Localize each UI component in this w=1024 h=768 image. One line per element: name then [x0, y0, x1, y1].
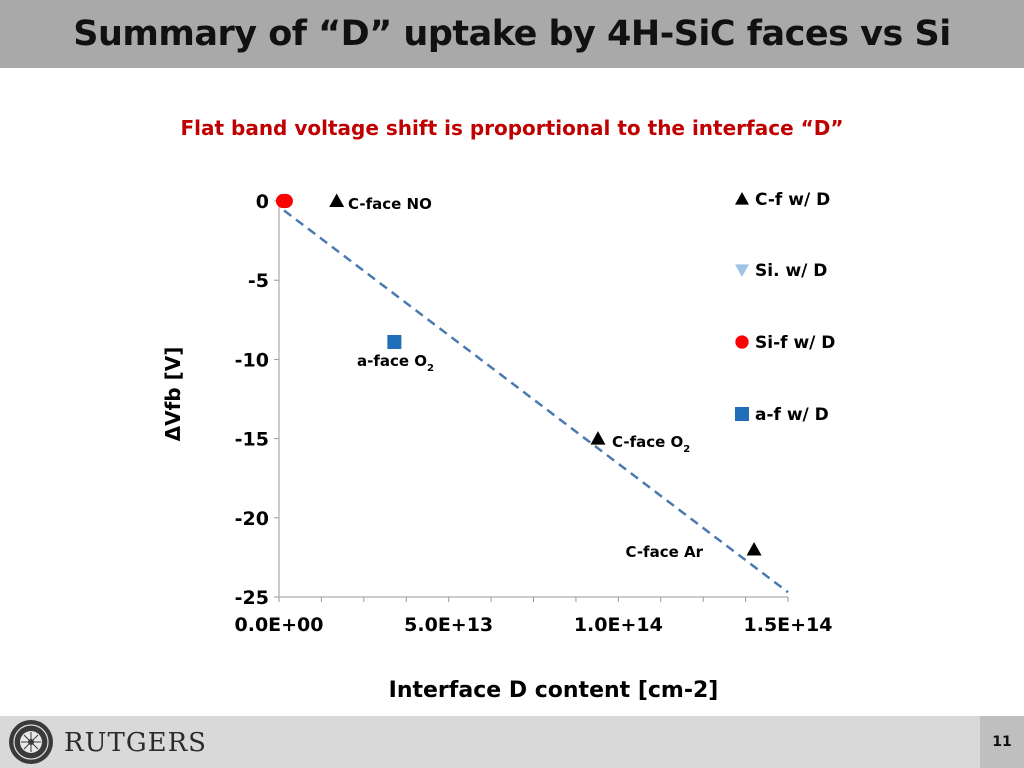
x-axis-label: Interface D content [cm-2]	[389, 678, 719, 703]
x-tick-label: 0.0E+00	[235, 614, 324, 636]
data-point	[278, 193, 293, 209]
rutgers-seal-icon	[9, 720, 53, 764]
y-tick-label: -15	[235, 429, 269, 451]
data-point	[387, 334, 402, 349]
annotation-label: a-face O2	[357, 352, 434, 374]
rutgers-logo-text: RUTGERS	[64, 728, 207, 758]
y-tick-label: -5	[248, 270, 269, 292]
annotation-label: C-face O2	[612, 433, 690, 455]
x-tick-label: 5.0E+13	[404, 614, 493, 636]
scatter-chart: 0 -5 -10 -15 -20 -25 0.0E+00 5.0E+13 1.0E+14 1.5E…	[161, 190, 835, 703]
y-tick-label: -10	[235, 349, 269, 371]
data-point	[746, 541, 762, 556]
legend-marker	[735, 407, 749, 421]
annotation-label: C-face NO	[348, 195, 432, 213]
title-bar: Summary of “D” uptake by 4H-SiC faces vs…	[0, 0, 1024, 68]
legend-label: Si. w/ D	[755, 261, 827, 281]
trend-line	[283, 209, 789, 594]
page-number: 11	[992, 734, 1012, 750]
footer-bar: RUTGERS 11	[0, 716, 1024, 768]
y-tick-label: -20	[235, 508, 269, 530]
y-tick-label: 0	[256, 191, 269, 213]
legend-label: a-f w/ D	[755, 405, 829, 425]
data-point	[590, 431, 606, 445]
annotation-label: C-face Ar	[625, 543, 703, 561]
page-number-box: 11	[980, 716, 1024, 768]
legend-marker	[735, 264, 749, 277]
legend-marker	[735, 192, 749, 205]
legend-label: Si-f w/ D	[755, 333, 835, 353]
y-tick-label: -25	[235, 587, 269, 609]
x-tick-label: 1.0E+14	[574, 614, 663, 636]
legend-label: C-f w/ D	[755, 190, 830, 210]
slide-title: Summary of “D” uptake by 4H-SiC faces vs…	[73, 14, 951, 54]
x-tick-label: 1.5E+14	[744, 614, 833, 636]
y-axis-label: ΔVfb [V]	[161, 347, 185, 442]
slide-subtitle: Flat band voltage shift is proportional …	[180, 116, 844, 140]
legend-marker	[735, 335, 749, 349]
data-point	[329, 193, 345, 207]
